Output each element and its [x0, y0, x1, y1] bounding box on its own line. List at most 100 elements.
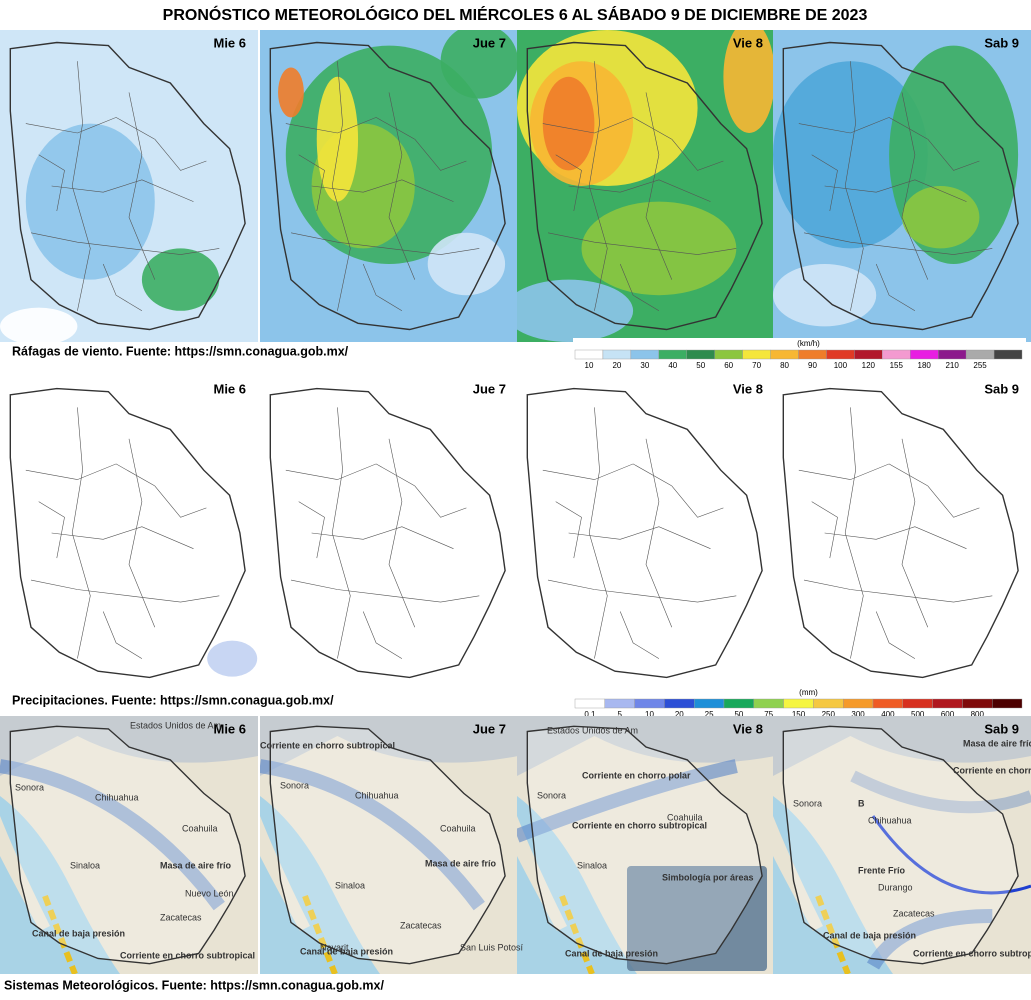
- map-annotation: Chihuahua: [355, 790, 399, 800]
- map-annotation: Masa de aire frío: [963, 738, 1031, 748]
- scale-swatch: [630, 349, 660, 360]
- map-annotation: Durango: [878, 882, 913, 892]
- municipal-border: [901, 438, 929, 628]
- us-area: [517, 716, 775, 776]
- caption: Sistemas Meteorológicos. Fuente: https:/…: [4, 978, 384, 992]
- day-label: Sab 9: [984, 381, 1019, 396]
- municipal-border: [388, 438, 416, 628]
- map-annotation: Zacatecas: [160, 912, 202, 922]
- scale-swatch: [723, 698, 754, 709]
- map-annotation: San Luis Potosí: [460, 942, 524, 952]
- scale-swatch: [604, 698, 635, 709]
- map-panel: [517, 30, 775, 342]
- color-area: [427, 232, 506, 296]
- municipal-border: [154, 485, 207, 518]
- polar-jet: [850, 770, 1031, 814]
- map-annotation: Frente Frío: [858, 865, 906, 875]
- map-annotation: Masa de aire frío: [160, 860, 232, 870]
- municipal-border: [414, 485, 467, 518]
- municipal-border: [824, 526, 967, 549]
- scale-swatch: [798, 349, 827, 360]
- municipal-border: [51, 179, 194, 202]
- municipal-border: [311, 526, 454, 549]
- scale-label: 90: [808, 361, 817, 370]
- scale-unit: (km/h): [797, 339, 820, 348]
- municipal-border: [25, 463, 155, 487]
- state-outline: [782, 387, 1019, 679]
- municipal-border: [290, 232, 480, 255]
- state-outline: [9, 387, 246, 679]
- trough: [815, 894, 851, 974]
- municipal-border: [811, 501, 838, 559]
- municipal-border: [298, 154, 325, 212]
- sea: [0, 796, 120, 974]
- scale-swatch: [602, 349, 632, 360]
- scale-swatch: [993, 349, 1023, 360]
- scale-label: 400: [881, 710, 895, 719]
- municipal-border: [588, 407, 608, 659]
- scale-label: 40: [668, 361, 677, 370]
- day-label: Vie 8: [733, 721, 763, 736]
- day-label: Sab 9: [984, 35, 1019, 50]
- municipal-border: [388, 92, 416, 280]
- color-area: [542, 76, 595, 171]
- color-area: [278, 67, 304, 118]
- map-annotation: Simbología por áreas: [662, 872, 754, 882]
- municipal-border: [645, 438, 673, 628]
- map-bg: [517, 376, 775, 690]
- scale-label: 50: [734, 710, 743, 719]
- scale-swatch: [872, 698, 903, 709]
- baja: [517, 816, 567, 931]
- day-label: Sab 9: [984, 721, 1019, 736]
- us-area: [773, 716, 1031, 776]
- color-area: [517, 279, 634, 342]
- caption: Precipitaciones. Fuente: https://smn.con…: [12, 693, 334, 707]
- trough: [42, 894, 78, 974]
- caption-bg: [0, 343, 570, 361]
- municipal-border: [30, 232, 220, 255]
- caption: Ráfagas de viento. Fuente: https://smn.c…: [12, 344, 349, 358]
- sea: [517, 796, 637, 974]
- state-outline: [526, 387, 763, 679]
- scale-label: 75: [764, 710, 773, 719]
- baja: [260, 816, 310, 931]
- map-annotation: B: [858, 798, 865, 808]
- municipal-border: [414, 139, 467, 171]
- color-area: [773, 264, 877, 327]
- jet-stream: [0, 759, 225, 911]
- state-outline: [9, 41, 246, 331]
- map-annotation: Canal de baja presión: [565, 948, 658, 958]
- jet-stream: [866, 909, 993, 970]
- state-outline: [9, 725, 246, 965]
- map-annotation: Estados Unidos de Am: [547, 725, 638, 735]
- jet-stream: [517, 759, 738, 843]
- scale-swatch: [714, 349, 743, 360]
- map-annotation: Canal de baja presión: [32, 928, 125, 938]
- map-bg: [0, 376, 258, 690]
- scale-label: 5: [617, 710, 622, 719]
- map-panel: [773, 376, 1031, 690]
- scale-label: 500: [911, 710, 925, 719]
- map-annotation: Sinaloa: [577, 860, 607, 870]
- state-outline: [782, 41, 1019, 331]
- scale-swatch: [962, 698, 993, 709]
- municipal-border: [671, 485, 724, 518]
- scale-swatch: [574, 349, 604, 360]
- scale-label: 150: [792, 710, 806, 719]
- scale-label: 10: [645, 710, 654, 719]
- municipal-border: [671, 139, 724, 171]
- municipal-border: [568, 179, 711, 202]
- color-area: [316, 76, 359, 202]
- baja: [0, 816, 50, 931]
- scale-swatch: [770, 349, 799, 360]
- scale-label: 10: [585, 361, 594, 370]
- state-outline: [782, 725, 1019, 965]
- map-annotation: Nuevo León: [185, 888, 234, 898]
- color-area: [25, 123, 155, 280]
- municipal-border: [798, 117, 928, 140]
- map-panel: [517, 376, 775, 690]
- map-annotation: Sonora: [280, 780, 309, 790]
- us-area: [260, 716, 518, 776]
- municipal-border: [555, 154, 582, 212]
